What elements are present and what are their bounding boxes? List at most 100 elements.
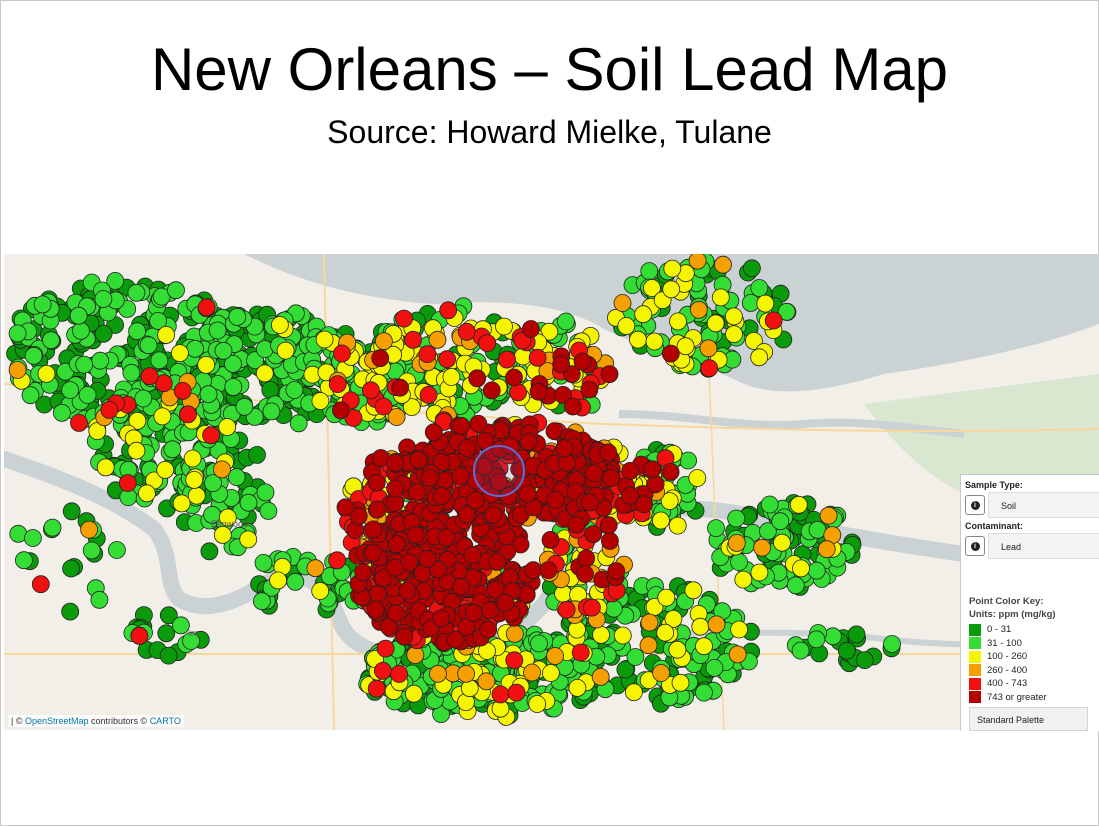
sample-point[interactable] [213,460,231,479]
sample-point[interactable] [227,468,246,487]
sample-point[interactable] [507,683,526,702]
sample-point[interactable] [599,516,618,535]
sample-point[interactable] [498,350,516,369]
sample-point[interactable] [613,626,632,645]
sample-point[interactable] [583,598,601,617]
sample-point[interactable] [505,368,523,387]
sample-point[interactable] [404,330,423,349]
sample-point[interactable] [157,624,176,643]
sample-point[interactable] [235,397,254,416]
sample-point[interactable] [366,600,385,619]
sample-point[interactable] [591,667,610,686]
sample-point[interactable] [529,382,548,401]
sample-point[interactable] [409,450,428,469]
sample-point[interactable] [452,416,471,435]
sample-point[interactable] [361,381,380,400]
sample-point[interactable] [437,528,456,547]
sample-point[interactable] [374,397,393,416]
sample-point[interactable] [186,339,205,358]
sample-point[interactable] [333,344,351,363]
sample-point[interactable] [182,632,201,650]
sample-point[interactable] [592,625,610,644]
sample-point[interactable] [567,515,586,534]
sample-point[interactable] [707,519,725,538]
sample-point[interactable] [730,553,748,571]
sample-point[interactable] [140,367,159,386]
sample-points[interactable] [6,254,901,726]
sample-point[interactable] [408,483,427,502]
sample-point[interactable] [154,374,173,393]
sample-point[interactable] [31,575,50,594]
sample-point[interactable] [386,479,405,498]
sample-point[interactable] [584,525,603,544]
sample-point[interactable] [37,365,56,383]
sample-point[interactable] [662,280,681,299]
sample-point[interactable] [530,634,548,653]
sample-point[interactable] [695,683,713,702]
sample-point[interactable] [728,645,747,664]
sample-point[interactable] [336,498,355,517]
sample-point[interactable] [883,635,901,653]
sample-point[interactable] [676,337,695,356]
sample-point[interactable] [523,663,541,682]
sample-point[interactable] [286,572,305,591]
sample-point[interactable] [200,542,219,561]
sample-point[interactable] [371,349,390,368]
sample-point[interactable] [491,685,510,704]
sample-point[interactable] [432,453,451,472]
carto-link[interactable]: CARTO [149,716,181,726]
sample-point[interactable] [759,522,777,541]
sample-point[interactable] [552,355,570,374]
sample-point[interactable] [458,439,477,457]
sample-point[interactable] [429,664,447,683]
sample-point[interactable] [725,307,743,326]
sample-point[interactable] [539,561,558,580]
sample-point[interactable] [705,658,724,677]
sample-point[interactable] [656,623,675,642]
sample-point[interactable] [495,317,513,336]
sample-point[interactable] [760,495,779,514]
sample-point[interactable] [700,359,719,378]
sample-point[interactable] [398,581,417,600]
sample-point[interactable] [367,473,386,492]
sample-point[interactable] [118,474,137,492]
sample-point[interactable] [745,332,763,350]
sample-point[interactable] [328,375,347,394]
sample-point[interactable] [792,559,810,578]
sample-point[interactable] [159,606,178,625]
sample-point[interactable] [285,381,304,399]
sample-point[interactable] [96,458,115,477]
sample-type-select[interactable]: Soil [988,492,1099,518]
sample-point[interactable] [657,588,676,607]
sample-point[interactable] [224,378,243,396]
sample-point[interactable] [395,627,414,646]
sample-point[interactable] [602,469,621,487]
map-canvas[interactable]: Elmwood Harvey [4,254,1099,730]
sample-point[interactable] [134,389,153,408]
sample-point[interactable] [8,361,27,379]
sample-point[interactable] [669,312,687,331]
sample-point[interactable] [753,538,771,557]
sample-point[interactable] [311,392,330,410]
sample-point[interactable] [418,549,437,568]
sample-point[interactable] [727,509,746,528]
sample-point[interactable] [699,339,718,358]
sample-point[interactable] [213,525,232,544]
sample-point[interactable] [171,616,190,635]
sample-point[interactable] [613,294,632,312]
sample-point[interactable] [82,541,101,560]
sample-point[interactable] [23,529,42,547]
sample-point[interactable] [663,259,682,278]
sample-point[interactable] [276,341,295,360]
sample-point[interactable] [228,308,247,326]
sample-point[interactable] [127,283,146,302]
sample-point[interactable] [773,533,791,552]
sample-point[interactable] [127,441,146,460]
sample-point[interactable] [639,636,658,655]
sample-point[interactable] [518,484,537,503]
sample-point[interactable] [387,408,406,426]
sample-point[interactable] [468,369,487,388]
sample-point[interactable] [600,365,619,383]
sample-point[interactable] [100,400,119,419]
sample-point[interactable] [791,641,810,660]
